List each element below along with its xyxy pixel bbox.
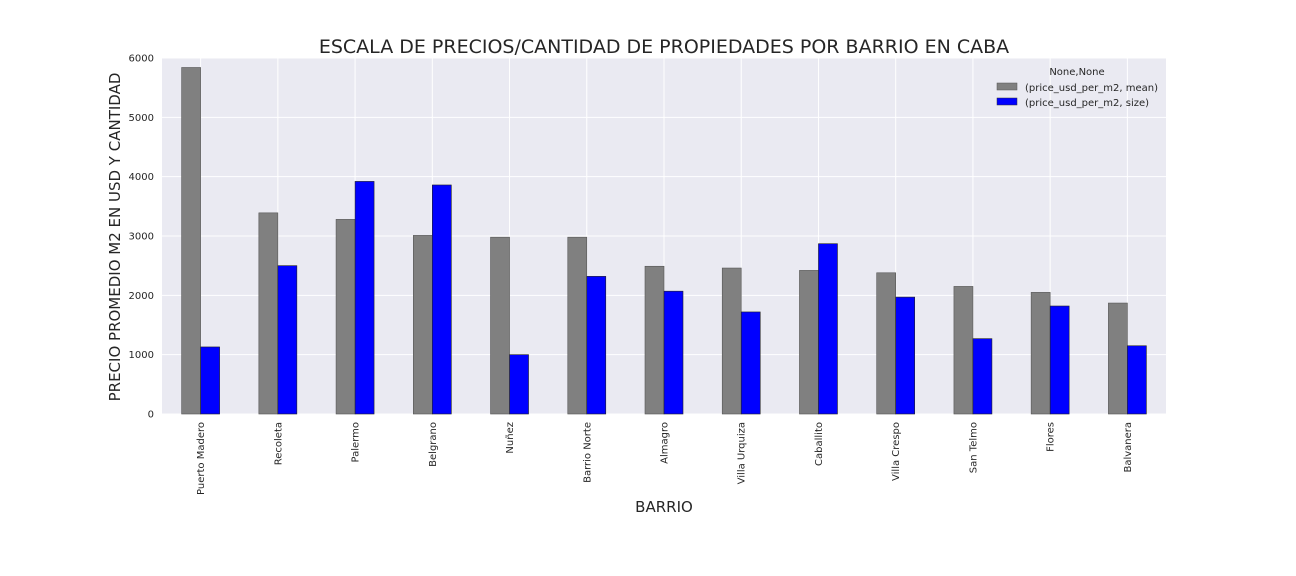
legend-swatch-mean — [996, 82, 1018, 91]
y-tick-label: 4000 — [129, 172, 154, 183]
x-tick-label: Balvanera — [1123, 422, 1134, 473]
chart-title: ESCALA DE PRECIOS/CANTIDAD DE PROPIEDADE… — [319, 36, 1009, 58]
x-axis-label: BARRIO — [635, 498, 693, 516]
bar-mean — [876, 272, 896, 415]
y-tick-label: 2000 — [129, 291, 154, 302]
bar-size — [277, 265, 298, 415]
bar-size — [509, 354, 529, 415]
x-tick-label: Palermo — [351, 422, 362, 462]
bar-size — [432, 184, 452, 415]
x-tick-label: Puerto Madero — [196, 422, 207, 495]
bar-mean — [644, 265, 665, 415]
bar-size — [818, 243, 838, 415]
y-tick-label: 3000 — [129, 232, 154, 243]
legend: None,None (price_usd_per_m2, mean) (pric… — [996, 67, 1158, 109]
bar-size — [1049, 305, 1070, 415]
x-tick-label: Recoleta — [273, 422, 284, 465]
bar-size — [586, 276, 607, 415]
y-tick-label: 0 — [148, 410, 154, 421]
bar-size — [1127, 345, 1147, 415]
bar-mean — [799, 270, 819, 415]
x-tick-label: Villa Urquiza — [737, 422, 748, 484]
y-tick-label: 1000 — [129, 350, 154, 361]
bar-size — [200, 346, 220, 415]
bar-mean — [490, 236, 510, 415]
x-ticks: Puerto Madero Recoleta Palermo Belgrano Nuñe… — [196, 422, 1134, 495]
legend-title: None,None — [1049, 67, 1104, 78]
legend-label-mean: (price_usd_per_m2, mean) — [1025, 83, 1158, 94]
bar-mean — [567, 236, 588, 415]
x-tick-label: Nuñez — [505, 422, 516, 454]
bar-size — [972, 338, 993, 415]
bar-mean — [413, 235, 433, 415]
bar-mean — [1108, 302, 1128, 415]
x-tick-label: Barrio Norte — [582, 422, 593, 483]
x-tick-label: Flores — [1046, 422, 1057, 452]
x-tick-label: Villa Crespo — [891, 422, 902, 481]
y-ticks: 0 1000 2000 3000 4000 5000 6000 — [129, 54, 154, 421]
bar-mean — [258, 212, 279, 415]
x-tick-label: Almagro — [660, 422, 671, 464]
bar-mean — [953, 286, 974, 415]
bars — [181, 67, 1147, 415]
bar-mean — [721, 267, 742, 415]
y-tick-label: 5000 — [129, 113, 154, 124]
y-axis-label: PRECIO PROMEDIO M2 EN USD Y CANTIDAD — [106, 73, 124, 402]
y-tick-label: 6000 — [129, 54, 154, 65]
legend-label-size: (price_usd_per_m2, size) — [1025, 98, 1149, 109]
x-tick-label: San Telmo — [968, 422, 979, 473]
bar-size — [740, 311, 761, 415]
bar-size — [663, 290, 684, 415]
x-tick-label: Belgrano — [428, 422, 439, 467]
bar-mean — [181, 67, 201, 415]
bar-size — [354, 181, 375, 415]
legend-swatch-size — [996, 97, 1018, 106]
x-tick-label: Caballito — [814, 422, 825, 466]
bar-mean — [335, 219, 356, 415]
bar-size — [895, 296, 915, 415]
bar-mean — [1030, 292, 1051, 415]
